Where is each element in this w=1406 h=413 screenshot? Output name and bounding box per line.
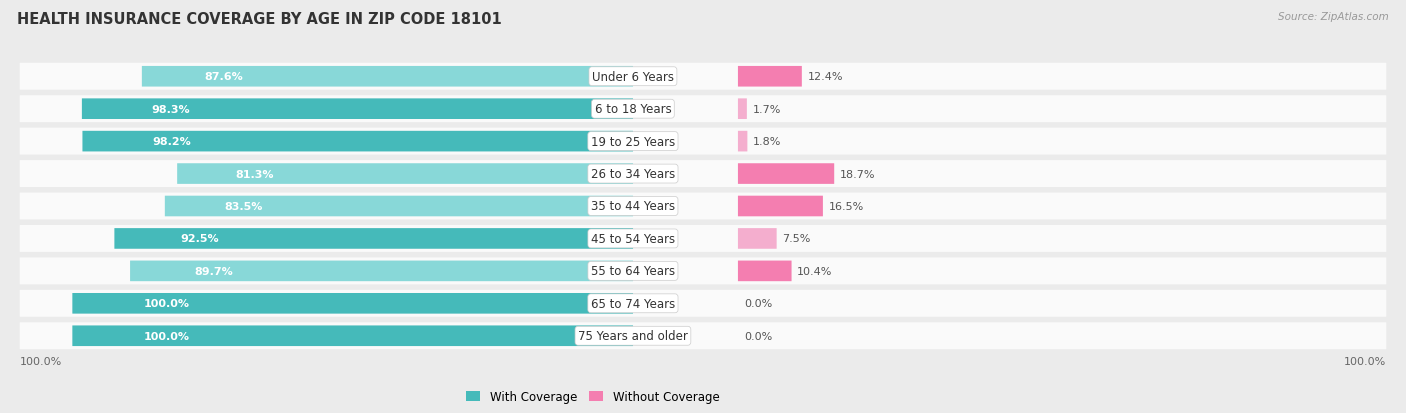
FancyBboxPatch shape [20, 225, 1386, 252]
Text: 100.0%: 100.0% [20, 356, 62, 366]
Text: 7.5%: 7.5% [782, 234, 811, 244]
Text: 26 to 34 Years: 26 to 34 Years [591, 168, 675, 180]
FancyBboxPatch shape [738, 164, 834, 185]
FancyBboxPatch shape [20, 128, 1386, 155]
FancyBboxPatch shape [83, 131, 633, 152]
FancyBboxPatch shape [738, 261, 792, 282]
Text: 81.3%: 81.3% [235, 169, 274, 179]
Text: Source: ZipAtlas.com: Source: ZipAtlas.com [1278, 12, 1389, 22]
Text: 45 to 54 Years: 45 to 54 Years [591, 233, 675, 245]
FancyBboxPatch shape [131, 261, 633, 282]
FancyBboxPatch shape [82, 99, 633, 120]
FancyBboxPatch shape [20, 64, 1386, 90]
FancyBboxPatch shape [20, 193, 1386, 220]
Text: 12.4%: 12.4% [807, 72, 844, 82]
Text: 6 to 18 Years: 6 to 18 Years [595, 103, 671, 116]
FancyBboxPatch shape [738, 67, 801, 88]
Text: 35 to 44 Years: 35 to 44 Years [591, 200, 675, 213]
FancyBboxPatch shape [738, 131, 748, 152]
Text: 18.7%: 18.7% [839, 169, 876, 179]
Text: 0.0%: 0.0% [744, 299, 772, 309]
Text: 65 to 74 Years: 65 to 74 Years [591, 297, 675, 310]
Text: 89.7%: 89.7% [194, 266, 233, 276]
Text: 19 to 25 Years: 19 to 25 Years [591, 135, 675, 148]
Text: 1.8%: 1.8% [754, 137, 782, 147]
Text: 16.5%: 16.5% [828, 202, 863, 211]
Text: Under 6 Years: Under 6 Years [592, 71, 673, 83]
FancyBboxPatch shape [177, 164, 633, 185]
FancyBboxPatch shape [114, 228, 633, 249]
Legend: With Coverage, Without Coverage: With Coverage, Without Coverage [461, 385, 724, 408]
Text: 87.6%: 87.6% [204, 72, 243, 82]
FancyBboxPatch shape [20, 161, 1386, 188]
Text: 100.0%: 100.0% [1344, 356, 1386, 366]
FancyBboxPatch shape [20, 96, 1386, 123]
FancyBboxPatch shape [20, 290, 1386, 317]
FancyBboxPatch shape [20, 258, 1386, 285]
Text: 83.5%: 83.5% [225, 202, 263, 211]
Text: 10.4%: 10.4% [797, 266, 832, 276]
Text: 92.5%: 92.5% [180, 234, 219, 244]
Text: 100.0%: 100.0% [143, 331, 190, 341]
FancyBboxPatch shape [20, 323, 1386, 349]
FancyBboxPatch shape [165, 196, 633, 217]
FancyBboxPatch shape [738, 228, 776, 249]
FancyBboxPatch shape [142, 67, 633, 88]
Text: HEALTH INSURANCE COVERAGE BY AGE IN ZIP CODE 18101: HEALTH INSURANCE COVERAGE BY AGE IN ZIP … [17, 12, 502, 27]
Text: 1.7%: 1.7% [752, 104, 780, 114]
Text: 0.0%: 0.0% [744, 331, 772, 341]
Text: 100.0%: 100.0% [143, 299, 190, 309]
FancyBboxPatch shape [72, 293, 633, 314]
Text: 55 to 64 Years: 55 to 64 Years [591, 265, 675, 278]
Text: 98.3%: 98.3% [152, 104, 190, 114]
FancyBboxPatch shape [738, 99, 747, 120]
FancyBboxPatch shape [72, 325, 633, 346]
FancyBboxPatch shape [738, 196, 823, 217]
Text: 98.2%: 98.2% [152, 137, 191, 147]
Text: 75 Years and older: 75 Years and older [578, 330, 688, 342]
